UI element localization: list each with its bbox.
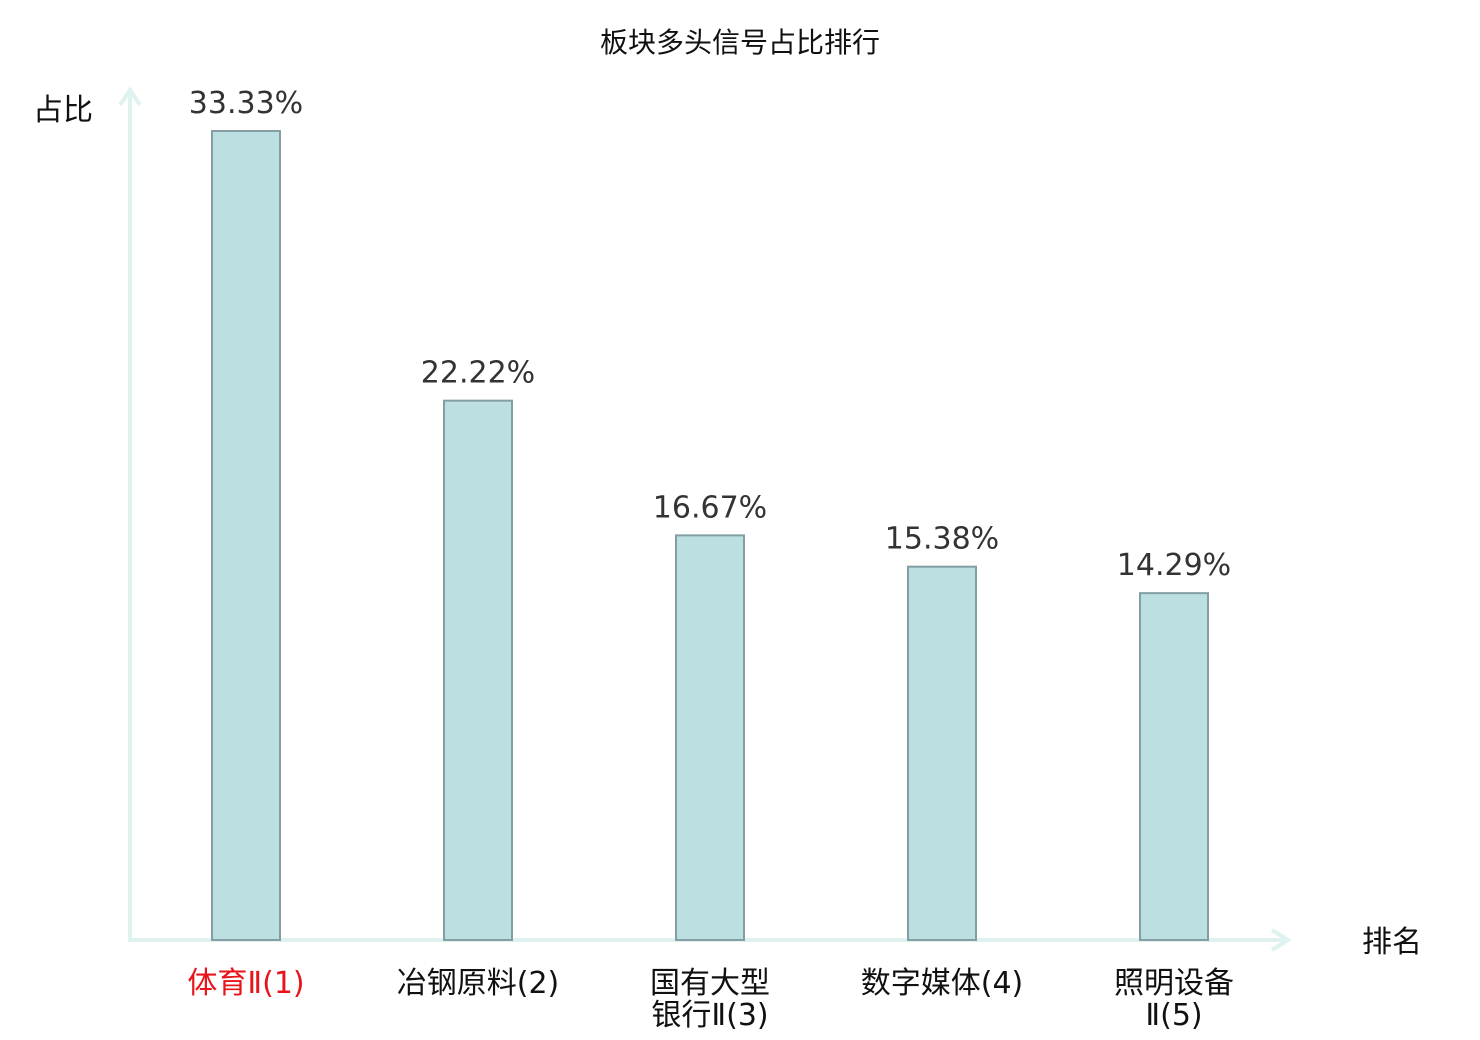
value-label-5: 14.29% xyxy=(1117,548,1231,583)
bar-3 xyxy=(675,534,745,942)
category-label-5-line-1: 照明设备 xyxy=(1114,966,1234,1001)
chart-title: 板块多头信号占比排行 xyxy=(600,26,880,59)
bar-4 xyxy=(907,565,977,941)
category-label-3-line-2: 银行Ⅱ(3) xyxy=(651,998,768,1033)
category-label-3-line-1: 国有大型 xyxy=(650,966,770,1001)
value-label-3: 16.67% xyxy=(653,490,767,525)
bar-1 xyxy=(211,130,281,941)
category-label-2: 冶钢原料(2) xyxy=(397,966,560,1001)
bars-group: 33.33% 体育Ⅱ(1) 22.22% 冶钢原料(2) 16.67% 国有大型银行Ⅱ(3… xyxy=(187,86,1234,1033)
category-label-5-line-2: Ⅱ(5) xyxy=(1145,998,1202,1033)
category-label-4: 数字媒体(4) xyxy=(861,966,1024,1001)
y-axis-arrow xyxy=(118,86,142,107)
category-label-1: 体育Ⅱ(1) xyxy=(187,966,304,1001)
value-label-4: 15.38% xyxy=(885,522,999,557)
value-label-2: 22.22% xyxy=(421,356,535,391)
x-axis-arrow xyxy=(1270,928,1292,952)
bar-2 xyxy=(443,399,513,941)
y-axis-label: 占比 xyxy=(33,93,93,128)
bar-5 xyxy=(1139,592,1209,942)
value-label-1: 33.33% xyxy=(189,86,303,121)
x-axis-label: 排名 xyxy=(1362,925,1422,960)
